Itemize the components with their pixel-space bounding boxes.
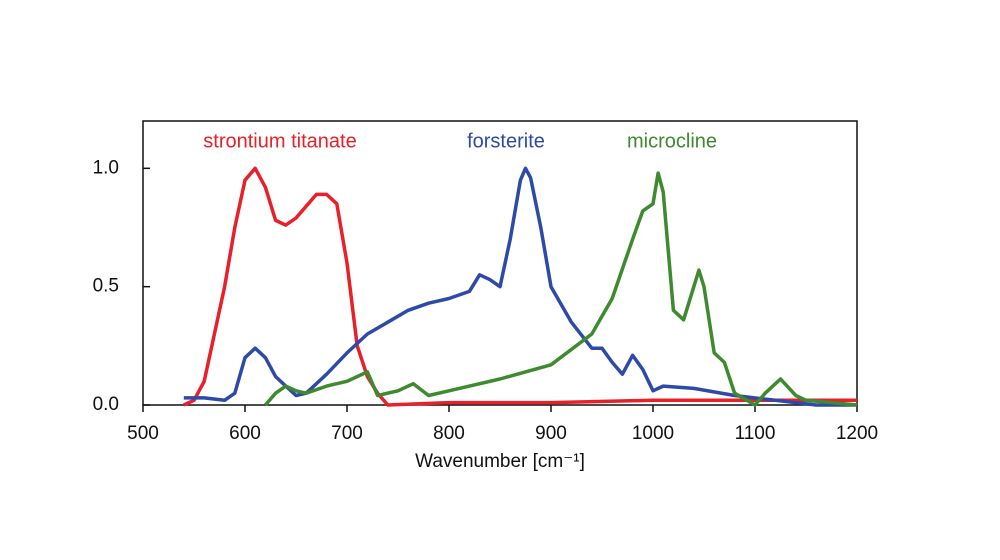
legend-label: microcline — [627, 130, 717, 152]
legend-label: forsterite — [467, 130, 545, 152]
x-tick-label: 1200 — [836, 423, 878, 444]
x-tick-label: 800 — [433, 423, 465, 444]
x-tick-label: 500 — [127, 423, 159, 444]
y-tick-label: 1.0 — [93, 157, 119, 178]
x-tick-label: 600 — [229, 423, 261, 444]
spectrum-line — [183, 166, 857, 407]
spectrum-line — [264, 171, 858, 407]
spectrum-line — [183, 166, 857, 407]
legend-label: strontium titanate — [203, 130, 356, 152]
x-tick-label: 1100 — [735, 423, 776, 444]
x-tick-label: 700 — [331, 423, 363, 444]
x-tick-label: 1000 — [632, 423, 674, 444]
x-axis-title: Wavenumber [cm⁻¹] — [415, 451, 585, 472]
y-tick-label: 0.5 — [93, 276, 119, 297]
y-tick-label: 0.0 — [93, 394, 119, 415]
plot-frame — [142, 120, 858, 406]
x-tick-label: 900 — [535, 423, 567, 444]
